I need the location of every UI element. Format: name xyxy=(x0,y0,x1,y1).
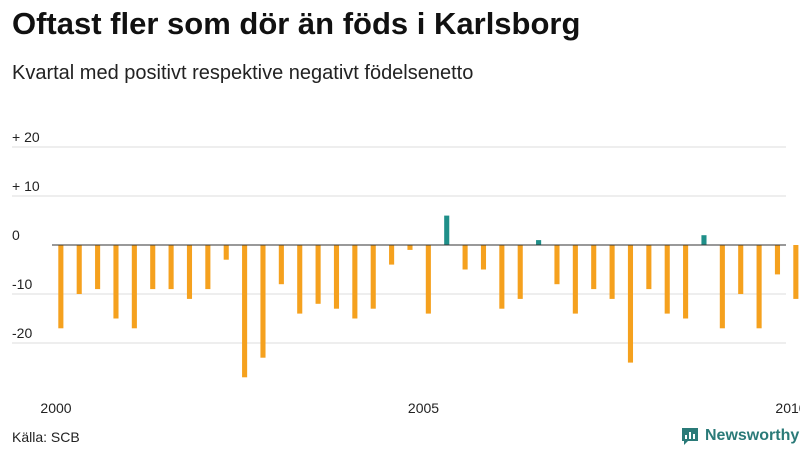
bar xyxy=(554,245,560,285)
bar xyxy=(701,235,707,245)
bar xyxy=(370,245,376,309)
bar xyxy=(683,245,689,319)
y-tick-label: + 20 xyxy=(12,129,40,145)
bar xyxy=(756,245,762,329)
bar xyxy=(352,245,358,319)
x-tick-label: 2010 xyxy=(775,400,800,416)
bar xyxy=(425,245,431,314)
bar xyxy=(609,245,615,299)
bar xyxy=(278,245,284,285)
bar xyxy=(315,245,321,304)
bar xyxy=(260,245,266,358)
bar xyxy=(297,245,303,314)
y-tick-label: 0 xyxy=(12,227,20,243)
bar xyxy=(150,245,156,290)
bar xyxy=(462,245,468,270)
bar xyxy=(627,245,634,363)
bar xyxy=(186,245,193,299)
bar xyxy=(205,245,211,290)
bar xyxy=(517,245,523,299)
bar xyxy=(646,245,652,290)
bar xyxy=(407,245,413,250)
bar xyxy=(131,245,137,329)
brand-logo[interactable]: Newsworthy xyxy=(680,426,799,446)
chart-title: Oftast fler som dör än föds i Karlsborg xyxy=(12,6,581,41)
bar xyxy=(242,245,248,378)
source-label: Källa: SCB xyxy=(12,429,80,445)
bar xyxy=(591,245,597,290)
bar xyxy=(223,245,229,260)
bar xyxy=(168,245,174,290)
newsworthy-logo-icon xyxy=(682,428,698,445)
bar xyxy=(389,245,395,265)
bar xyxy=(76,245,82,294)
y-tick-label: -20 xyxy=(12,325,32,341)
y-tick-label: + 10 xyxy=(12,178,40,194)
y-tick-label: -10 xyxy=(12,276,32,292)
bar xyxy=(536,240,542,245)
bar xyxy=(113,245,119,319)
bar xyxy=(738,245,744,294)
bar xyxy=(664,245,670,314)
bar xyxy=(480,245,487,270)
bar xyxy=(719,245,725,329)
bar xyxy=(95,245,101,290)
bar xyxy=(58,245,64,329)
bar xyxy=(572,245,578,314)
bar xyxy=(774,245,781,275)
bar xyxy=(499,245,505,309)
x-tick-label: 2000 xyxy=(40,400,71,416)
bar xyxy=(333,245,340,309)
chart-subtitle: Kvartal med positivt respektive negativt… xyxy=(12,62,474,84)
x-tick-label: 2005 xyxy=(408,400,439,416)
bar xyxy=(793,245,799,299)
bar xyxy=(444,215,450,245)
brand-name: Newsworthy xyxy=(705,427,800,444)
